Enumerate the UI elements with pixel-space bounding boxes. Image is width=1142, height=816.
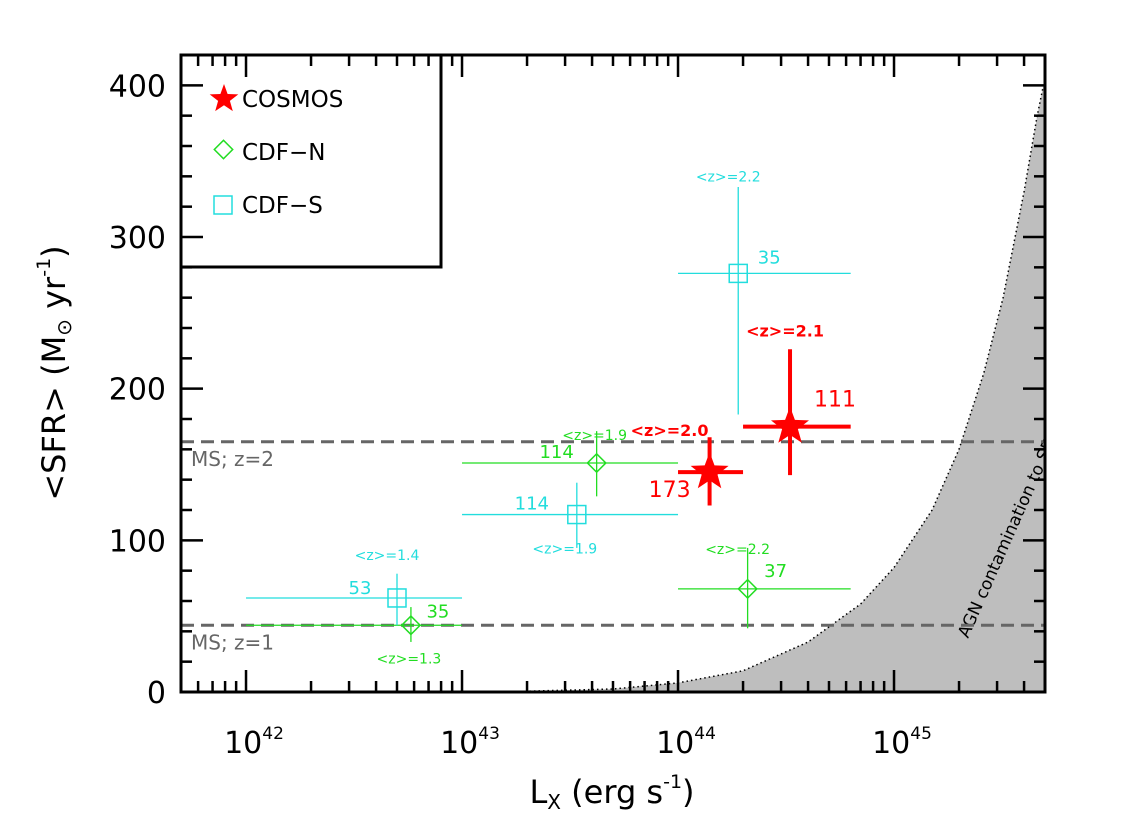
cdf-s-3-count-label: 35 [758, 247, 781, 268]
cosmos-1-count-label: 173 [649, 478, 691, 503]
x-tick-labels: 1042 1043 1044 1045 [224, 724, 932, 761]
cdf-s-2-redshift-label: <z>=1.9 [532, 542, 597, 558]
cosmos-2-count-label: 111 [814, 388, 856, 413]
cdf-s-3-redshift-label: <z>=2.2 [696, 169, 761, 185]
cdf-s-1-count-label: 53 [349, 578, 372, 599]
ms-label-1: MS; z=1 [191, 630, 274, 654]
legend-star-icon [209, 84, 239, 112]
agn-boundary-curve [461, 77, 1045, 692]
legend-diamond-icon [213, 139, 234, 160]
y-tick-label-200: 200 [109, 373, 166, 408]
legend-label-cosmos: COSMOS [242, 87, 343, 113]
y-tick-label-300: 300 [109, 221, 166, 256]
agn-shaded-area [462, 77, 1045, 692]
cdf-n-3-redshift-label: <z>=2.2 [705, 542, 770, 558]
cdf-n-2-redshift-label: <z>=1.9 [562, 428, 627, 444]
x-axis-label: LX (erg s-1) [529, 771, 694, 814]
legend-label-cdf-s: CDF−S [242, 193, 323, 219]
ms-label-2: MS; z=2 [191, 447, 274, 471]
legend-square-icon [213, 195, 233, 215]
cdf-s-2-square-marker [567, 504, 587, 525]
cdf-s-2-count-label: 114 [515, 494, 549, 515]
y-tick-label-400: 400 [109, 69, 166, 104]
cdf-n-2-count-label: 114 [539, 442, 573, 463]
cdf-n-1-count-label: 35 [426, 601, 449, 622]
legend-label-cdf-n: CDF−N [242, 140, 325, 166]
cosmos-1-redshift-label: <z>=2.0 [631, 421, 709, 440]
y-tick-labels: 0 100 200 300 400 [109, 69, 166, 711]
cdf-n-3-count-label: 37 [764, 561, 787, 582]
cdf-n-3-diamond-marker [737, 578, 758, 600]
cdf-s-1-redshift-label: <z>=1.4 [355, 548, 420, 564]
data-points [246, 186, 851, 642]
cosmos-2-star-marker [771, 406, 809, 443]
axis-ticks [179, 53, 1047, 694]
cosmos-1-star-marker [690, 452, 729, 489]
cdf-s-1-square-marker [387, 588, 407, 608]
point-annotations: 173<z>=2.0111<z>=2.135<z>=1.3114<z>=1.93… [349, 169, 856, 667]
y-tick-label-0: 0 [147, 676, 166, 711]
agn-contamination-region: AGN contamination to SFR [461, 77, 1045, 692]
y-axis-label: <SFR> (M⊙ yr-1) [33, 245, 76, 500]
cdf-n-1-redshift-label: <z>=1.3 [377, 651, 442, 667]
x-tick-label-43: 1043 [440, 724, 500, 761]
cdf-n-2-diamond-marker [586, 452, 607, 474]
y-tick-label-100: 100 [109, 524, 166, 559]
cosmos-2-redshift-label: <z>=2.1 [746, 322, 824, 341]
x-tick-label-42: 1042 [224, 724, 284, 761]
x-tick-label-44: 1044 [656, 724, 716, 761]
x-tick-label-45: 1045 [872, 724, 932, 761]
cdf-n-1-diamond-marker [400, 615, 422, 636]
legend: COSMOS CDF−N CDF−S [179, 53, 443, 269]
cdf-s-3-square-marker [728, 263, 748, 284]
